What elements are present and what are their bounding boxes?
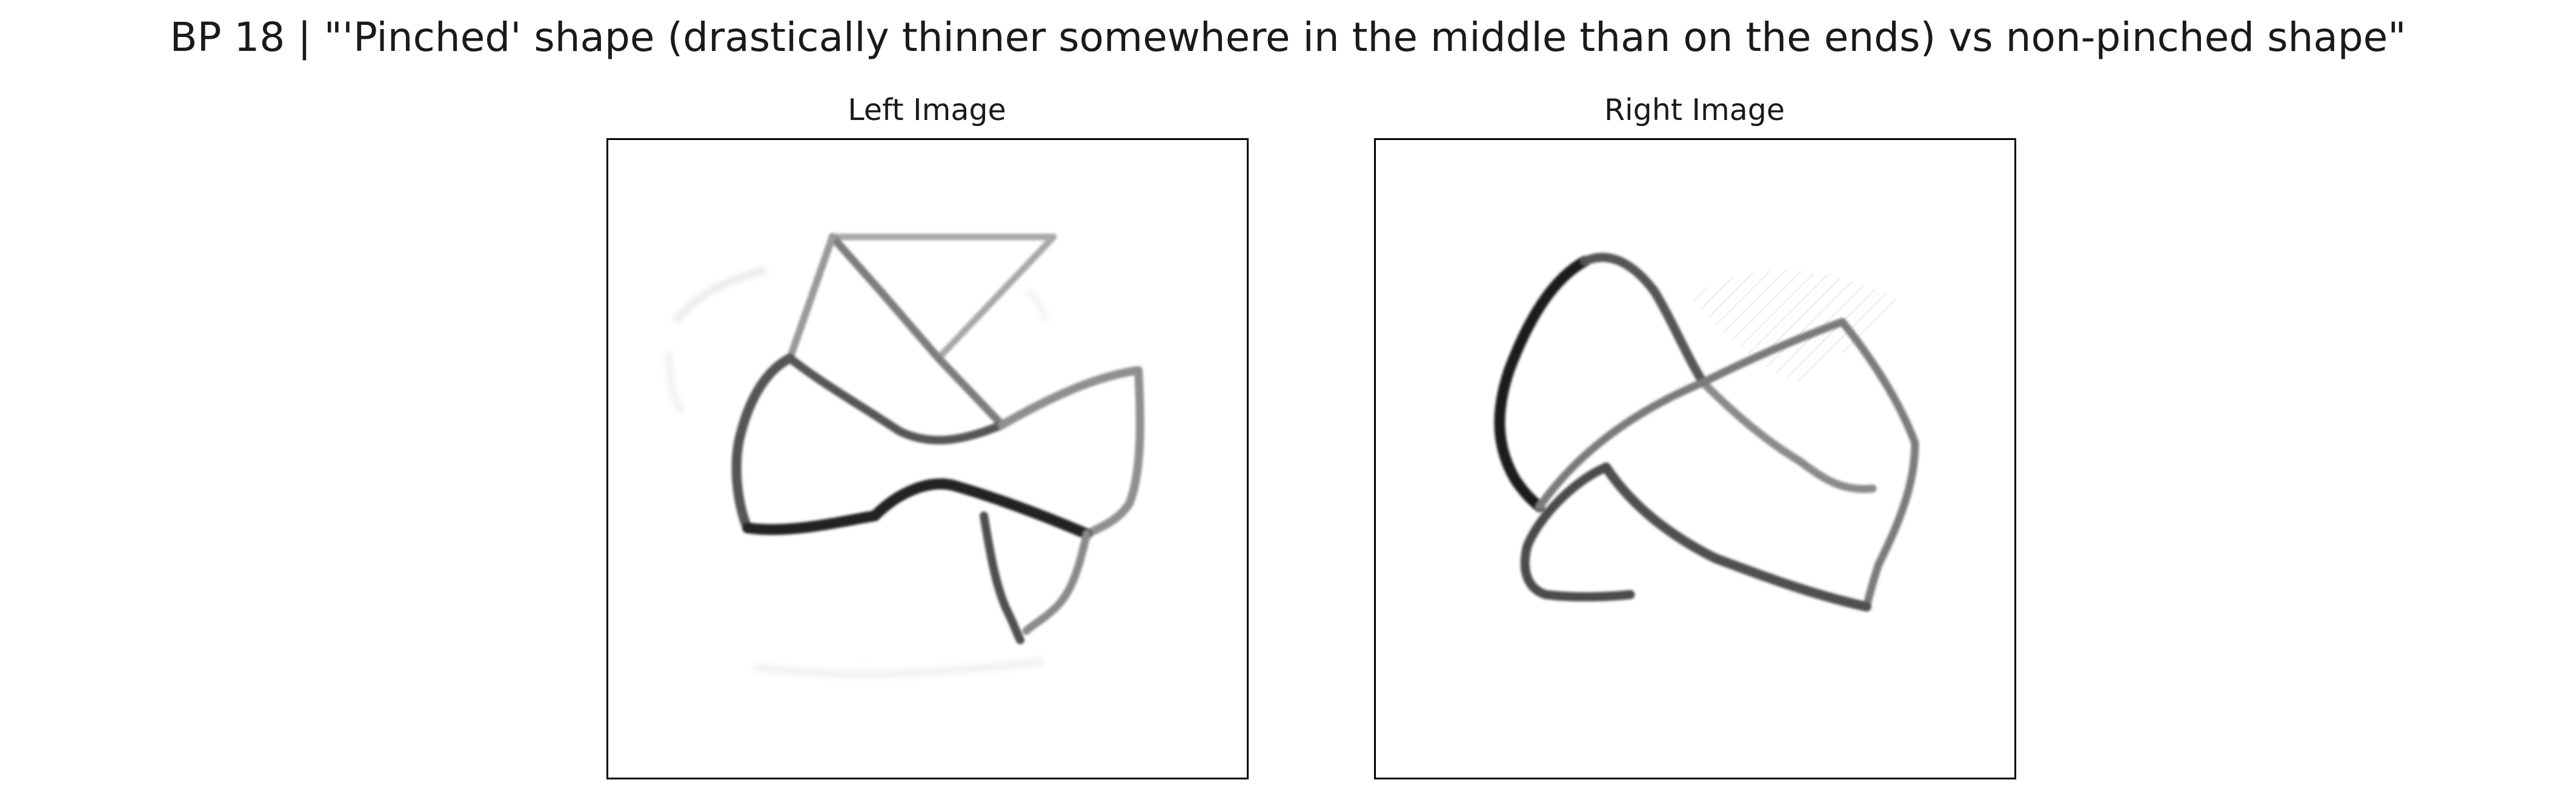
diagonal-loop-stroke [1699,378,1877,493]
top-arc-stroke [1580,253,1708,387]
figure-title: BP 18 | "'Pinched' shape (drastically th… [170,14,2406,61]
right-side-stroke [1838,318,1919,611]
faint-background-strokes [666,267,1047,678]
left-image-title: Left Image [848,93,1006,127]
hatched-region [1691,270,1897,382]
upper-bow-stroke [786,354,1006,445]
diagonal-stroke [828,233,1006,429]
right-image-title: Right Image [1604,93,1785,127]
bottom-arc-stroke [1601,462,1871,612]
right-drawing [1494,253,1919,612]
top-triangle-stroke [829,233,1057,362]
top-loop-stroke [731,353,795,533]
lower-bow-stroke [742,478,1092,539]
bottom-hook-stroke [980,512,1024,644]
right-image-panel [1374,138,2016,779]
crossing-stroke [1535,318,1847,511]
left-arc-stroke [1494,256,1590,512]
left-upper-stroke [786,233,836,362]
lower-right-stroke [1022,530,1091,635]
lower-left-hook-stroke [1520,462,1635,602]
left-drawing [666,233,1144,678]
right-wing-stroke [998,366,1144,538]
left-image-panel [606,138,1249,779]
